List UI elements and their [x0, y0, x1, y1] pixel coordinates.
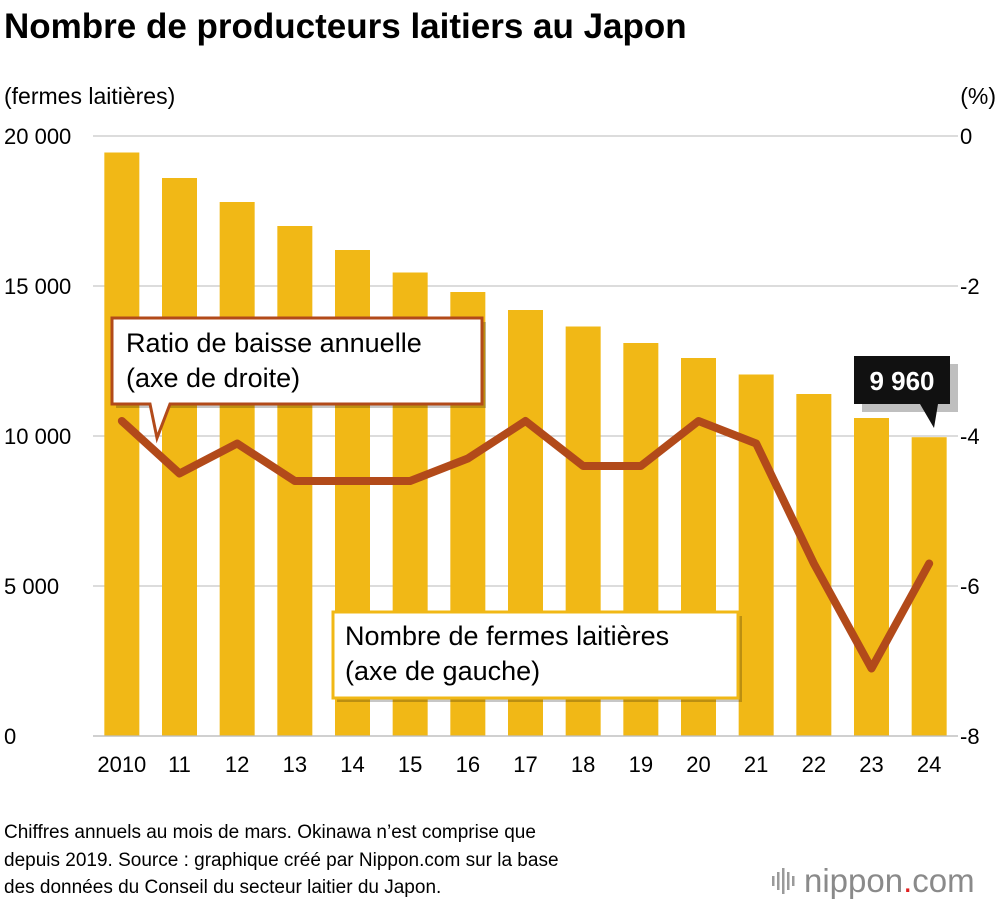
footnote: Chiffres annuels au mois de mars. Okinaw…	[4, 822, 559, 898]
line-point	[753, 440, 760, 447]
x-tick-label: 20	[686, 752, 710, 777]
footnote-line-2: depuis 2019. Source : graphique créé par…	[4, 850, 559, 871]
left-tick-label: 5 000	[4, 574, 59, 599]
right-tick-label: -6	[960, 574, 980, 599]
line-point	[176, 470, 183, 477]
line-callout-box	[110, 316, 484, 444]
line-point	[810, 560, 817, 567]
line-callout: Ratio de baisse annuelle (axe de droite)	[110, 316, 486, 444]
footnote-line-3: des données du Conseil du secteur laitie…	[4, 877, 441, 898]
bar-callout: Nombre de fermes laitières (axe de gauch…	[331, 610, 742, 702]
svg-text:nippon.com: nippon.com	[804, 862, 975, 899]
logo-mark-icon	[772, 868, 795, 894]
bar	[854, 418, 889, 736]
x-tick-label: 14	[340, 752, 364, 777]
left-axis: 0 5 000 10 000 15 000 20 000	[4, 124, 71, 749]
x-tick-label: 11	[168, 752, 191, 777]
bar	[162, 178, 197, 736]
left-tick-label: 0	[4, 724, 16, 749]
bar-callout-line2: (axe de gauche)	[345, 656, 540, 686]
right-axis-unit: (%)	[960, 83, 996, 109]
line-point	[291, 478, 298, 484]
line-point	[637, 463, 644, 469]
bar	[738, 374, 774, 736]
footnote-line-1: Chiffres annuels au mois de mars. Okinaw…	[4, 822, 536, 843]
right-tick-label: 0	[960, 124, 972, 149]
line-point	[464, 455, 471, 462]
x-tick-label: 13	[283, 752, 307, 777]
right-tick-label: -2	[960, 274, 980, 299]
bar-callout-box	[331, 610, 740, 700]
line-point	[407, 478, 414, 484]
bar	[104, 152, 140, 736]
line-point	[868, 665, 875, 672]
left-tick-label: 20 000	[4, 124, 71, 149]
line-point	[118, 418, 125, 424]
left-tick-label: 10 000	[4, 424, 71, 449]
line-point	[580, 463, 587, 469]
logo-suffix: com	[912, 862, 974, 899]
x-tick-label: 12	[225, 752, 249, 777]
logo-dot: .	[903, 862, 912, 899]
right-tick-label: -4	[960, 424, 980, 449]
last-value-label: 9 960	[869, 366, 934, 396]
line-callout-line2: (axe de droite)	[126, 363, 300, 393]
line-point	[522, 418, 529, 424]
left-axis-unit: (fermes laitières)	[4, 83, 175, 109]
line-point	[695, 418, 702, 424]
line-point	[926, 560, 933, 567]
line-point	[349, 478, 356, 484]
bar	[219, 202, 255, 736]
x-tick-label: 15	[398, 752, 422, 777]
last-value-callout: 9 960	[854, 356, 958, 428]
x-tick-label: 23	[859, 752, 883, 777]
line-callout-line1: Ratio de baisse annuelle	[126, 328, 422, 358]
bar-callout-line1: Nombre de fermes laitières	[345, 621, 669, 651]
x-tick-label: 24	[917, 752, 941, 777]
x-tick-label: 16	[456, 752, 480, 777]
x-tick-label: 19	[629, 752, 653, 777]
x-tick-label: 22	[802, 752, 826, 777]
right-axis: 0 -2 -4 -6 -8	[960, 124, 980, 749]
logo-text: nippon	[804, 862, 903, 899]
chart-title: Nombre de producteurs laitiers au Japon	[4, 7, 687, 46]
line-point	[234, 440, 241, 447]
last-value-box	[854, 356, 950, 428]
right-tick-label: -8	[960, 724, 980, 749]
x-axis: 2010 11 12 13 14 15 16 17 18 19 20 21 22 23 24	[97, 752, 941, 777]
left-tick-label: 15 000	[4, 274, 71, 299]
x-tick-label: 21	[744, 752, 768, 777]
x-tick-label: 17	[513, 752, 537, 777]
line-series	[117, 417, 934, 673]
nippon-logo: nippon.com	[772, 862, 975, 899]
x-tick-label: 18	[571, 752, 595, 777]
x-tick-label: 2010	[97, 752, 146, 777]
